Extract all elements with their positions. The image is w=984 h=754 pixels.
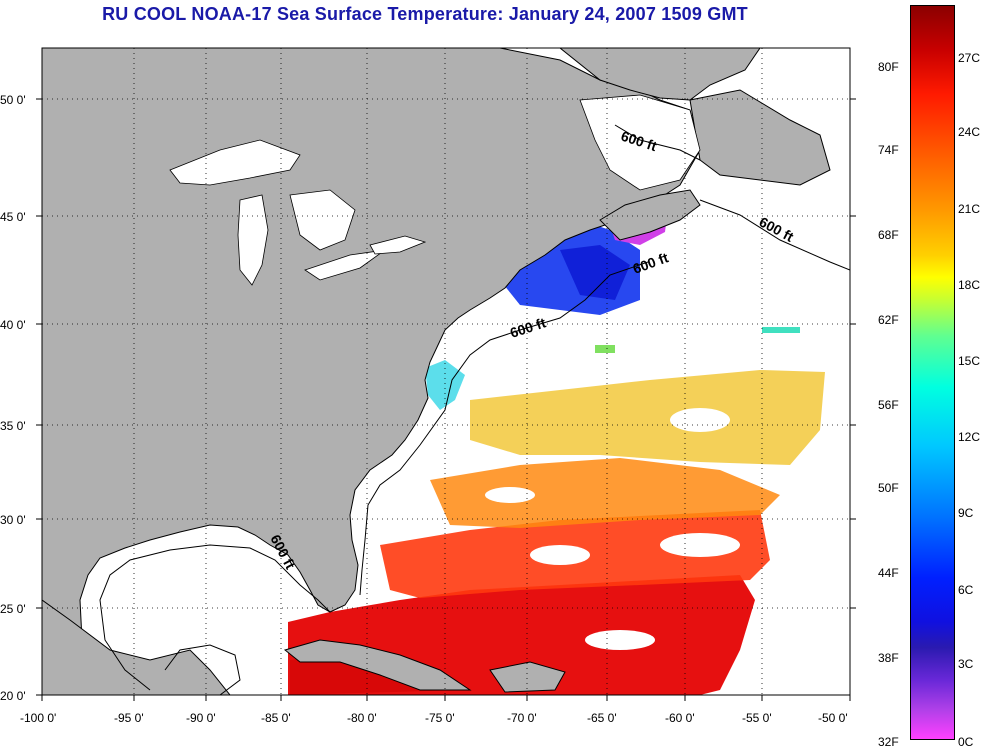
lon-labels: -100 0' -95 0' -90 0' -85 0' -80 0' -75 … [20, 711, 848, 725]
colorbar-c-label: 12C [958, 430, 981, 444]
sst-swath [288, 208, 825, 695]
sst-dark-blue-patch [560, 245, 630, 300]
sst-cyan-nearshore [425, 360, 465, 410]
colorbar-f-label: 74F [878, 143, 899, 157]
quebec-land [559, 48, 761, 101]
lon-label: -100 0' [20, 711, 56, 725]
lat-label: 35 0' [0, 419, 26, 433]
gulf-of-st-lawrence [579, 94, 701, 191]
cloud-gaps [485, 408, 740, 650]
colorbar-f-label: 44F [878, 566, 899, 580]
lon-label: -90 0' [186, 711, 216, 725]
contour-line [359, 261, 649, 596]
lat-label: 30 0' [0, 513, 26, 527]
colorbar-f-label: 80F [878, 60, 899, 74]
cloud-gap [670, 408, 730, 432]
colorbar-c-label: 24C [958, 125, 981, 139]
colorbar-f-label: 56F [878, 398, 899, 412]
lat-label: 40 0' [0, 318, 26, 332]
lat-label: 45 0' [0, 210, 26, 224]
great-lakes [169, 139, 427, 286]
lon-label: -60 0' [665, 711, 695, 725]
colorbar-f-label: 62F [878, 313, 899, 327]
colorbar-c-label: 15C [958, 354, 981, 368]
colorbar-f-label: 32F [878, 735, 899, 749]
colorbar-f-label: 68F [878, 228, 899, 242]
contour-line [99, 544, 331, 691]
sst-green-patch [762, 327, 800, 333]
lat-label: 20 0' [0, 689, 26, 703]
lon-label: -50 0' [818, 711, 848, 725]
sst-green-patch [595, 345, 615, 353]
lon-label: -85 0' [261, 711, 291, 725]
land [42, 48, 831, 695]
cuba-land [283, 639, 472, 691]
sst-yellow-band [470, 370, 825, 465]
maritimes-land [599, 189, 701, 241]
lake-ontario [369, 235, 427, 255]
tick-marks [36, 98, 856, 701]
lake-erie [304, 249, 386, 281]
cloud-gap [530, 545, 590, 565]
colorbar-c-label: 9C [958, 506, 974, 520]
lon-label: -75 0' [425, 711, 455, 725]
colorbar-f-label: 50F [878, 481, 899, 495]
yucatan-land [42, 599, 231, 695]
contour-line [699, 199, 850, 271]
lat-label: 50 0' [0, 93, 26, 107]
sst-orange-band [430, 458, 780, 528]
lat-labels: 50 0' 45 0' 40 0' 35 0' 30 0' 25 0' 20 0… [0, 93, 26, 703]
cloud-gap [585, 630, 655, 650]
lon-label: -55 0' [742, 711, 772, 725]
cloud-gap [485, 487, 535, 503]
lon-label: -80 0' [347, 711, 377, 725]
contour-line [164, 644, 241, 695]
colorbar-f-label: 38F [878, 651, 899, 665]
contour-line [614, 124, 701, 161]
plot-frame [41, 47, 851, 696]
colorbar-c-label: 18C [958, 278, 981, 292]
lon-label: -70 0' [507, 711, 537, 725]
lake-huron [289, 189, 356, 251]
colorbar-c-label: 0C [958, 735, 974, 749]
colorbar-c-label: 6C [958, 583, 974, 597]
cloud-gap [660, 533, 740, 557]
colorbar-c-label: 21C [958, 202, 981, 216]
colorbar-c-label: 3C [958, 657, 974, 671]
lake-michigan [237, 194, 269, 286]
lat-label: 25 0' [0, 602, 26, 616]
temperature-colorbar [910, 5, 955, 740]
colorbar-c-label: 27C [958, 51, 981, 65]
newfoundland-land [689, 89, 831, 186]
depth-contours [99, 124, 850, 695]
hispaniola-land [489, 661, 566, 693]
lon-label: -95 0' [114, 711, 144, 725]
map-title: RU COOL NOAA-17 Sea Surface Temperature:… [102, 4, 748, 24]
lon-label: -65 0' [587, 711, 617, 725]
lake-superior [169, 139, 301, 186]
